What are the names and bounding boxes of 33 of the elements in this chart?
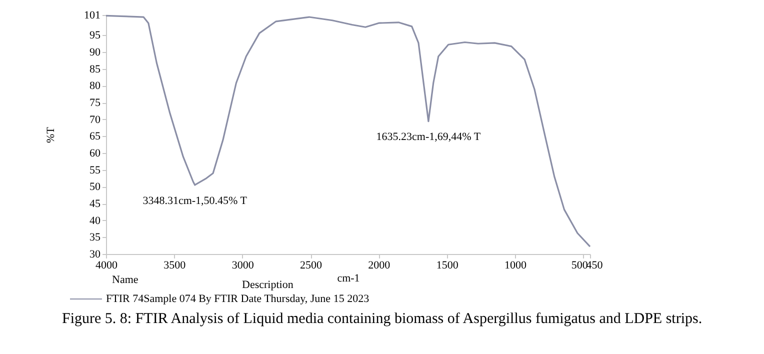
y-tick-label: 90 (90, 46, 101, 59)
x-tick-label: 1500 (436, 260, 459, 272)
x-tick-label: 500 (571, 260, 588, 272)
x-tick-label: 3000 (232, 260, 254, 272)
y-tick-label: 50 (90, 181, 101, 194)
y-tick-label: 95 (90, 30, 101, 42)
y-tick-label: 60 (90, 148, 101, 160)
annotation: 3348.31cm-1,50.45% T (142, 195, 248, 208)
y-tick-label: 80 (90, 80, 101, 92)
y-tick-label: 30 (90, 248, 101, 260)
x-tick-label: 1000 (504, 260, 528, 272)
y-tick-label: 65 (90, 130, 101, 143)
x-tick-label: 2500 (300, 260, 323, 272)
x-tick-label: 450 (586, 260, 604, 272)
text: Name (112, 274, 138, 286)
x-tick-label: 4000 (96, 260, 118, 272)
legend-label: FTIR 74Sample 074 By FTIR Date Thursday, June 15 2023 (106, 293, 370, 305)
caption: Figure 5. 8: FTIR Analysis of Liquid media containing biomass of Aspergillus fumigatus and LDPE strips. (62, 310, 704, 328)
y-axis-title: %T (45, 126, 57, 143)
y-tick-label: 85 (90, 63, 101, 76)
line-series (105, 14, 591, 248)
x-tick-label: 2000 (368, 260, 391, 272)
y-tick-label: 35 (90, 232, 101, 244)
y-tick-label: 45 (90, 198, 101, 210)
y-tick-label: 101 (84, 10, 100, 22)
y-tick-label: 75 (90, 97, 101, 110)
text: Description (242, 279, 294, 291)
y-tick-label: 70 (90, 114, 101, 126)
y-tick-label: 55 (90, 164, 101, 176)
annotation: 1635.23cm-1,69,44% T (376, 131, 481, 144)
y-tick-label: 40 (90, 214, 101, 227)
x-axis-title: cm-1 (337, 272, 360, 284)
x-tick-label: 3500 (164, 260, 186, 272)
